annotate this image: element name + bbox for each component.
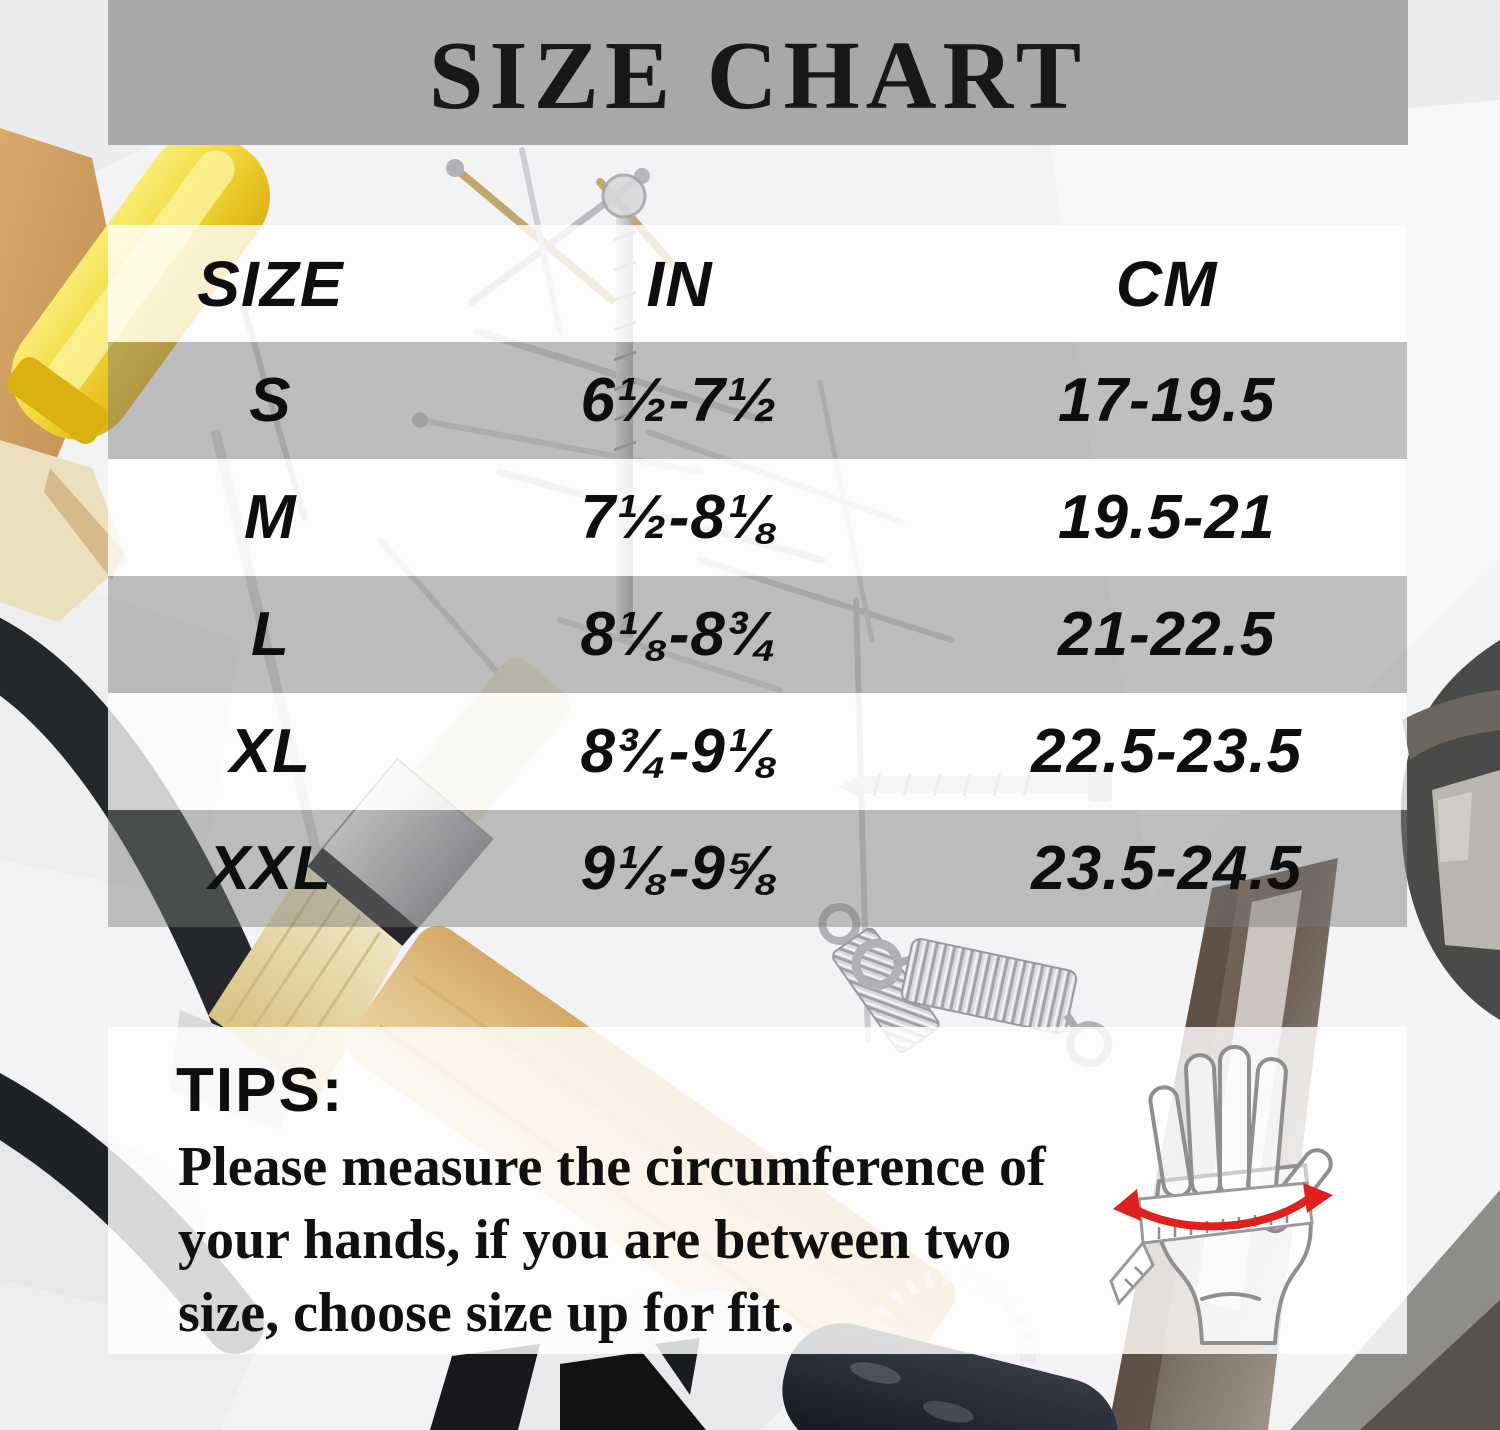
- table-row: XXL 9⅛-9⅝ 23.5-24.5: [108, 810, 1407, 927]
- size-value: M: [244, 483, 297, 552]
- cm-value: 23.5-24.5: [1031, 834, 1303, 903]
- size-value: S: [249, 366, 292, 435]
- inches-value: 6½-7½: [580, 366, 779, 435]
- cm-value: 21-22.5: [1058, 600, 1276, 669]
- size-value: XL: [229, 717, 311, 786]
- column-header-size: SIZE: [197, 247, 344, 320]
- tool-grip-bottom: [782, 1323, 1118, 1430]
- table-row: S 6½-7½ 17-19.5: [108, 342, 1407, 459]
- tips-heading: TIPS:: [176, 1056, 345, 1125]
- cm-value: 19.5-21: [1058, 483, 1276, 552]
- table-row: L 8⅛-8¾ 21-22.5: [108, 576, 1407, 693]
- tips-body-text: Please measure the circumference of your…: [178, 1136, 1046, 1344]
- inches-value: 8⅛-8¾: [580, 600, 779, 669]
- size-value: L: [250, 600, 290, 669]
- page-title: SIZE CHART: [428, 21, 1088, 130]
- inches-value: 7½-8⅛: [580, 483, 779, 552]
- table-row: M 7½-8⅛ 19.5-21: [108, 459, 1407, 576]
- cm-value: 22.5-23.5: [1031, 717, 1303, 786]
- inches-value: 8¾-9⅛: [580, 717, 779, 786]
- tips-panel: TIPS: Please measure the circumference o…: [108, 1027, 1407, 1354]
- size-value: XXL: [208, 834, 333, 903]
- table-row: XL 8¾-9⅛ 22.5-23.5: [108, 693, 1407, 810]
- hand-measure-illustration: [1107, 1031, 1355, 1349]
- inches-value: 9⅛-9⅝: [580, 834, 779, 903]
- size-table: SIZE IN CM S 6½-7½ 17-19.5 M 7½-8⅛ 19.5-…: [108, 225, 1407, 927]
- cm-value: 17-19.5: [1058, 366, 1276, 435]
- size-chart-banner: SIZE CHART: [108, 0, 1408, 145]
- table-header-row: SIZE IN CM: [108, 225, 1407, 342]
- measure-arrow-icon: [1113, 1183, 1333, 1231]
- column-header-in: IN: [646, 247, 713, 320]
- column-header-cm: CM: [1115, 247, 1218, 320]
- hammer-right: [1400, 640, 1500, 1020]
